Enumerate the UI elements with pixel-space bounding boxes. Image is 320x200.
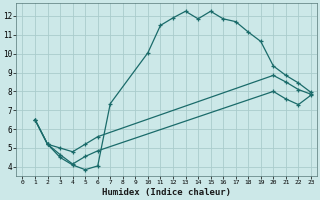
X-axis label: Humidex (Indice chaleur): Humidex (Indice chaleur) xyxy=(102,188,231,197)
